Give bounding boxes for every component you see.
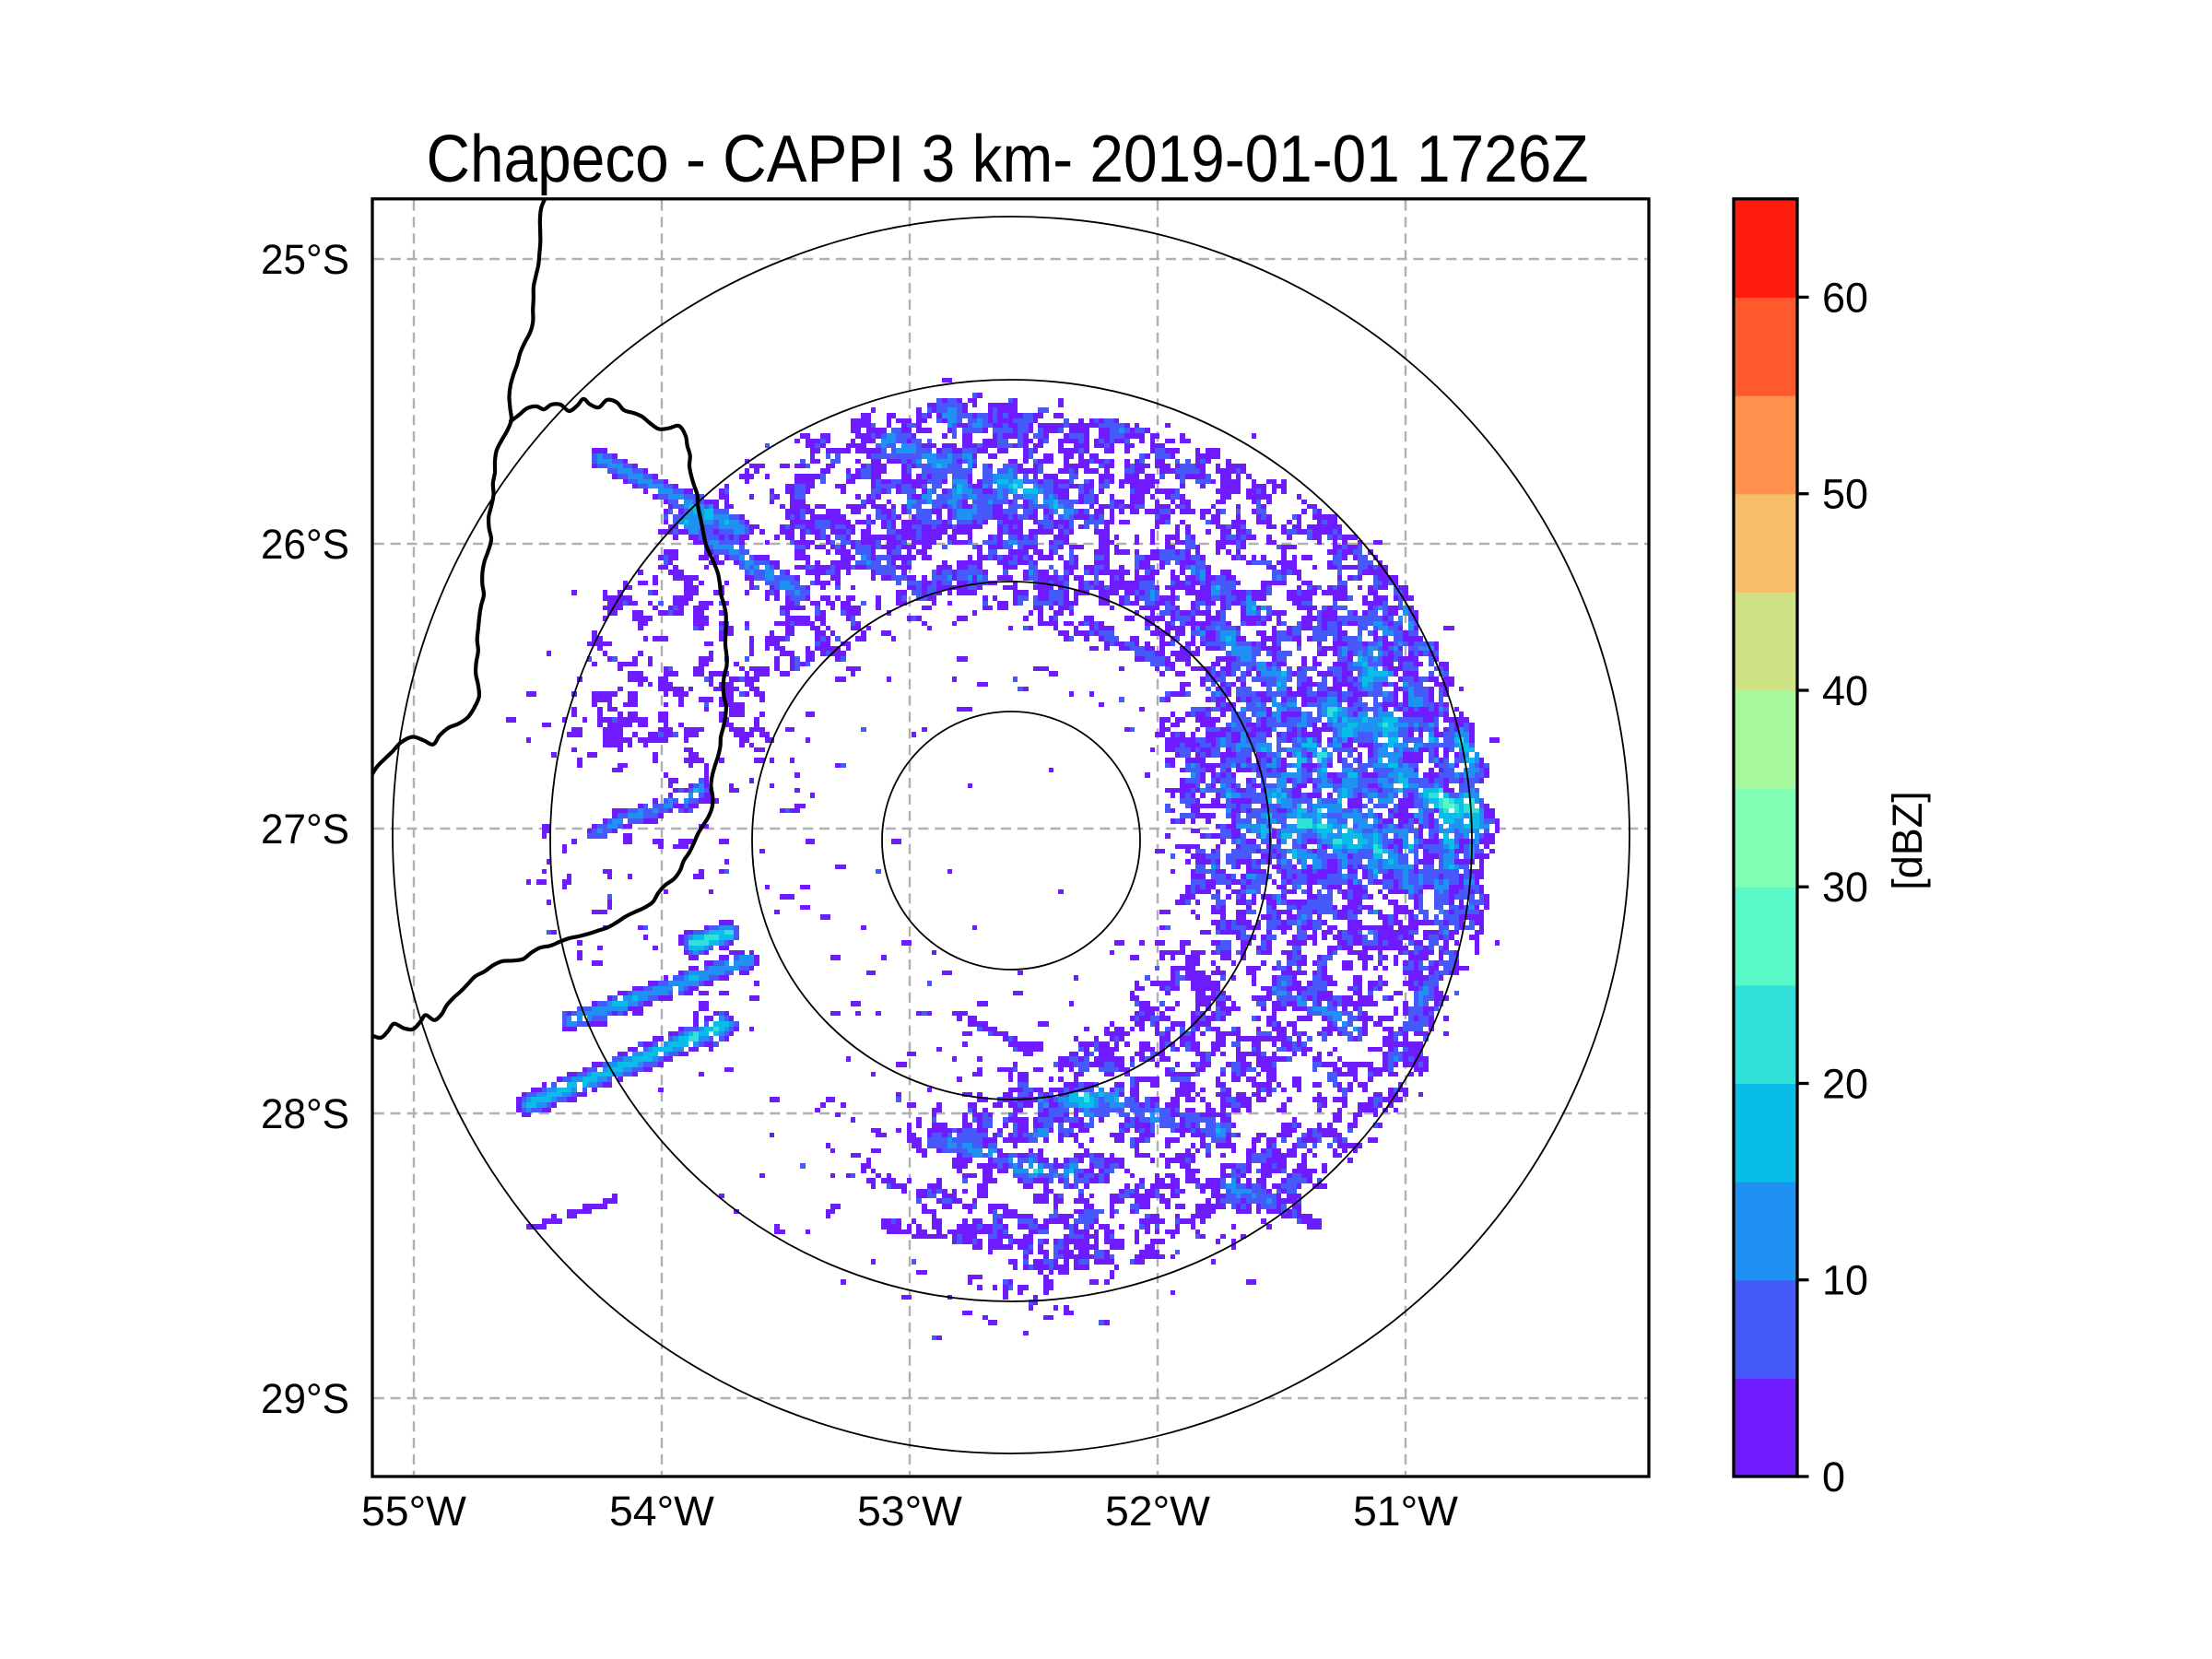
svg-text:20: 20 [1822,1061,1868,1108]
svg-text:28°S: 28°S [261,1090,349,1137]
svg-text:Chapeco - CAPPI 3 km- 2019-01-: Chapeco - CAPPI 3 km- 2019-01-01 1726Z [427,123,1589,196]
svg-text:53°W: 53°W [857,1488,963,1535]
svg-text:30: 30 [1822,864,1868,911]
svg-text:[dBZ]: [dBZ] [1884,791,1931,890]
svg-text:25°S: 25°S [261,236,349,283]
svg-text:27°S: 27°S [261,806,349,853]
svg-text:50: 50 [1822,471,1868,518]
svg-text:40: 40 [1822,667,1868,714]
svg-text:29°S: 29°S [261,1375,349,1422]
svg-text:51°W: 51°W [1353,1488,1459,1535]
svg-text:10: 10 [1822,1257,1868,1304]
svg-text:54°W: 54°W [609,1488,715,1535]
svg-text:26°S: 26°S [261,521,349,568]
svg-text:60: 60 [1822,274,1868,321]
svg-text:55°W: 55°W [361,1488,467,1535]
svg-text:0: 0 [1822,1453,1845,1500]
svg-text:52°W: 52°W [1105,1488,1211,1535]
